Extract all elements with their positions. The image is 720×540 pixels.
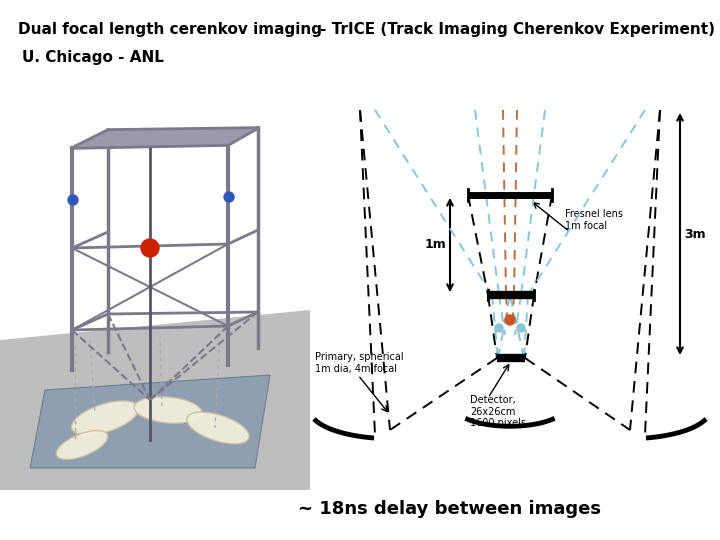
Circle shape bbox=[505, 315, 515, 325]
Text: 3m: 3m bbox=[684, 227, 706, 240]
Circle shape bbox=[141, 239, 159, 257]
Text: U. Chicago - ANL: U. Chicago - ANL bbox=[22, 50, 164, 65]
Circle shape bbox=[224, 192, 234, 202]
Text: Fresnel lens
1m focal: Fresnel lens 1m focal bbox=[565, 209, 623, 231]
Polygon shape bbox=[0, 310, 310, 490]
Circle shape bbox=[517, 324, 525, 332]
Ellipse shape bbox=[71, 401, 138, 435]
Polygon shape bbox=[72, 128, 258, 148]
Ellipse shape bbox=[134, 397, 202, 423]
Text: Detector,
26x26cm
1600 pixels: Detector, 26x26cm 1600 pixels bbox=[470, 395, 526, 428]
Circle shape bbox=[68, 195, 78, 205]
Text: - TrICE (Track Imaging Cherenkov Experiment): - TrICE (Track Imaging Cherenkov Experim… bbox=[320, 22, 715, 37]
Text: Primary, spherical
1m dia, 4m focal: Primary, spherical 1m dia, 4m focal bbox=[315, 352, 404, 374]
Text: 1m: 1m bbox=[424, 239, 446, 252]
Text: Dual focal length cerenkov imaging: Dual focal length cerenkov imaging bbox=[18, 22, 322, 37]
Ellipse shape bbox=[56, 430, 108, 460]
Polygon shape bbox=[30, 375, 270, 468]
Circle shape bbox=[495, 324, 503, 332]
Ellipse shape bbox=[186, 412, 249, 444]
Text: ~ 18ns delay between images: ~ 18ns delay between images bbox=[299, 500, 601, 518]
